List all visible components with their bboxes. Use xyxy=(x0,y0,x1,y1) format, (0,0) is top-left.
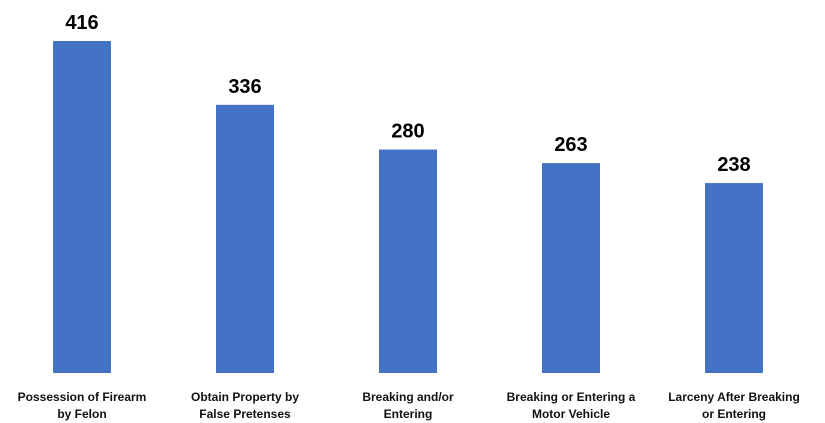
category-label: Motor Vehicle xyxy=(532,407,610,421)
bar-value-label: 263 xyxy=(554,134,587,156)
category-label: by Felon xyxy=(57,407,106,421)
category-label: Breaking or Entering a xyxy=(507,390,636,404)
bar xyxy=(216,105,274,373)
category-label: False Pretenses xyxy=(199,407,291,421)
bar-value-label: 416 xyxy=(65,12,98,34)
bar-value-label: 238 xyxy=(717,154,750,176)
bar-value-label: 280 xyxy=(391,121,424,143)
bar-value-label: 336 xyxy=(228,76,261,98)
category-label: Possession of Firearm xyxy=(18,390,147,404)
category-label: Entering xyxy=(384,407,433,421)
category-label: Larceny After Breaking xyxy=(668,390,800,404)
bar xyxy=(53,41,111,373)
category-label: or Entering xyxy=(702,407,766,421)
bar xyxy=(542,163,600,373)
category-label: Breaking and/or xyxy=(362,390,454,404)
bar xyxy=(705,183,763,373)
bars-group xyxy=(53,41,763,373)
category-labels-group: Possession of Firearm by Felon Obtain Prop… xyxy=(18,390,800,421)
bar xyxy=(379,150,437,373)
category-label: Obtain Property by xyxy=(191,390,299,404)
